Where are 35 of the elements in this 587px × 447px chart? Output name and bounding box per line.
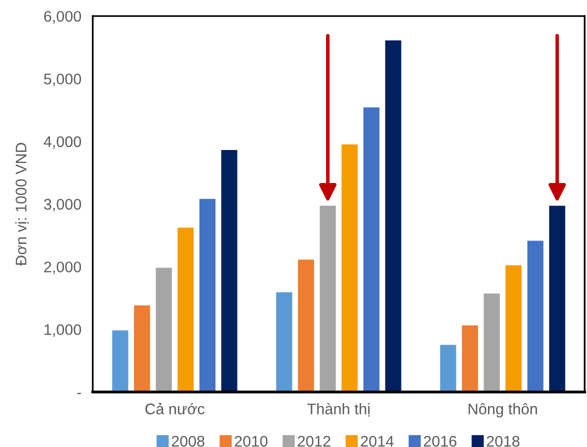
y-tick-label: 4,000 (44, 136, 82, 149)
bar (220, 149, 238, 392)
bar (362, 106, 380, 392)
legend-label: 2008 (172, 436, 204, 447)
bar (176, 226, 194, 392)
bar (318, 204, 337, 392)
y-tick-label: 6,000 (44, 10, 82, 24)
bar (198, 198, 216, 392)
bar (482, 292, 501, 392)
x-tick-label: Thành thị (307, 402, 370, 417)
x-tick-label: Cả nước (145, 402, 204, 414)
bar (297, 258, 315, 392)
bar (548, 204, 566, 392)
legend-label: 2014 (360, 436, 394, 447)
bar (439, 344, 458, 392)
y-tick-label: - (77, 392, 81, 394)
y-tick-label: 5,000 (44, 74, 82, 86)
legend-label: 2018 (486, 436, 520, 447)
bar (504, 264, 522, 392)
bar (133, 304, 151, 392)
y-axis-title: Đơn vị: 1000 VND (15, 142, 29, 266)
bar (154, 266, 173, 392)
legend-label: 2012 (298, 436, 330, 447)
bar (526, 240, 544, 392)
y-tick-label: 2,000 (44, 262, 82, 274)
legend-label: 2010 (234, 436, 268, 447)
bar (111, 330, 130, 392)
y-tick-label: 1,000 (44, 324, 82, 337)
legend-label: 2016 (424, 436, 456, 447)
bar (384, 39, 402, 392)
x-tick-label: Nông thôn (468, 403, 537, 418)
bar (275, 291, 294, 392)
bar (340, 143, 358, 392)
y-tick-label: 3,000 (44, 198, 82, 212)
bar (461, 324, 479, 392)
